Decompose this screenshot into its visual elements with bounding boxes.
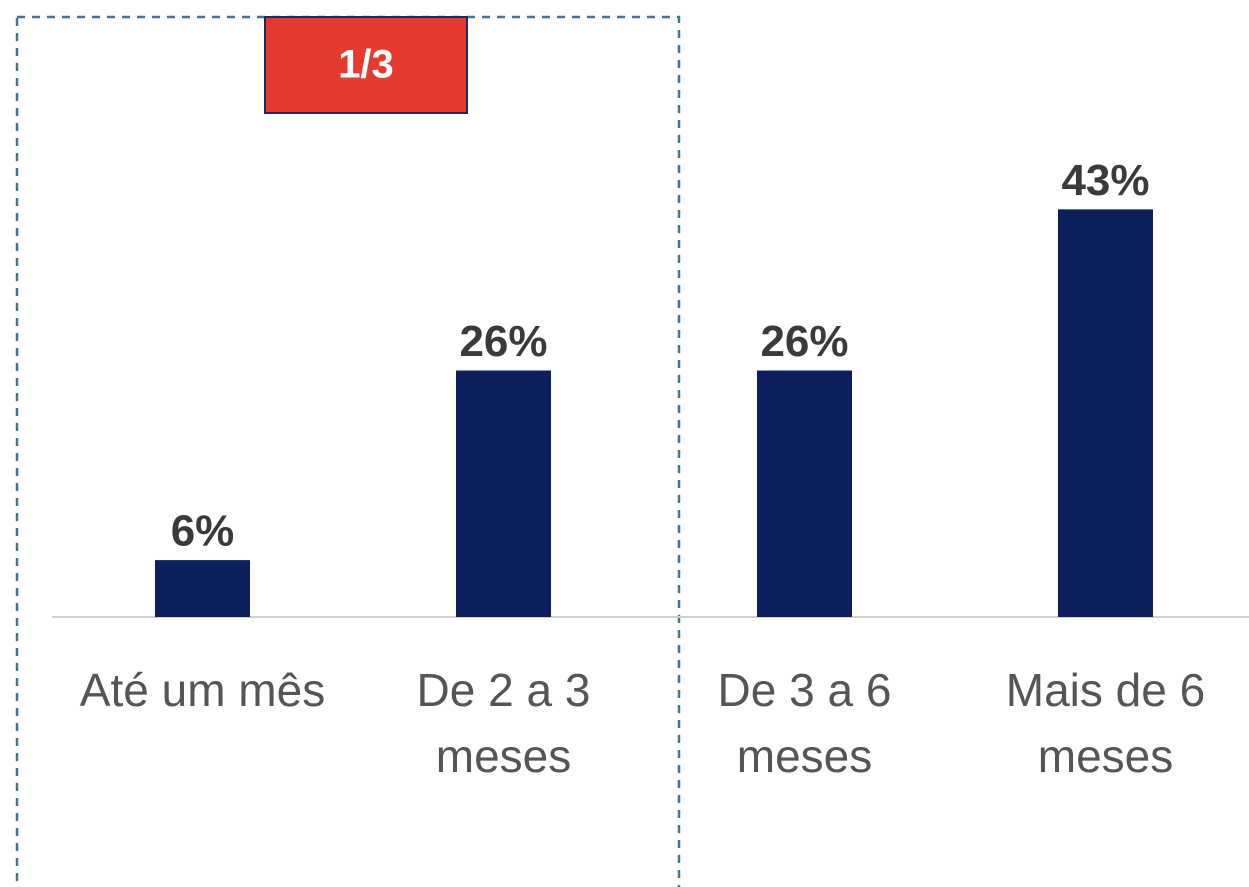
- bar: [155, 560, 250, 617]
- value-label: 26%: [760, 317, 848, 366]
- bar: [1058, 209, 1153, 618]
- annotation-box: [264, 16, 468, 114]
- x-tick-label: Mais de 6 meses: [1005, 664, 1206, 782]
- value-label: 26%: [459, 317, 547, 366]
- annotation: 1/3: [338, 43, 394, 87]
- x-tick-label: De 2 a 3 meses: [416, 664, 591, 782]
- value-label: 43%: [1061, 156, 1149, 205]
- value-label: 6%: [171, 507, 235, 556]
- x-tick-label: De 3 a 6 meses: [717, 664, 892, 782]
- bar: [757, 370, 852, 617]
- x-tick-label: Até um mês: [79, 664, 326, 716]
- bar: [456, 370, 551, 617]
